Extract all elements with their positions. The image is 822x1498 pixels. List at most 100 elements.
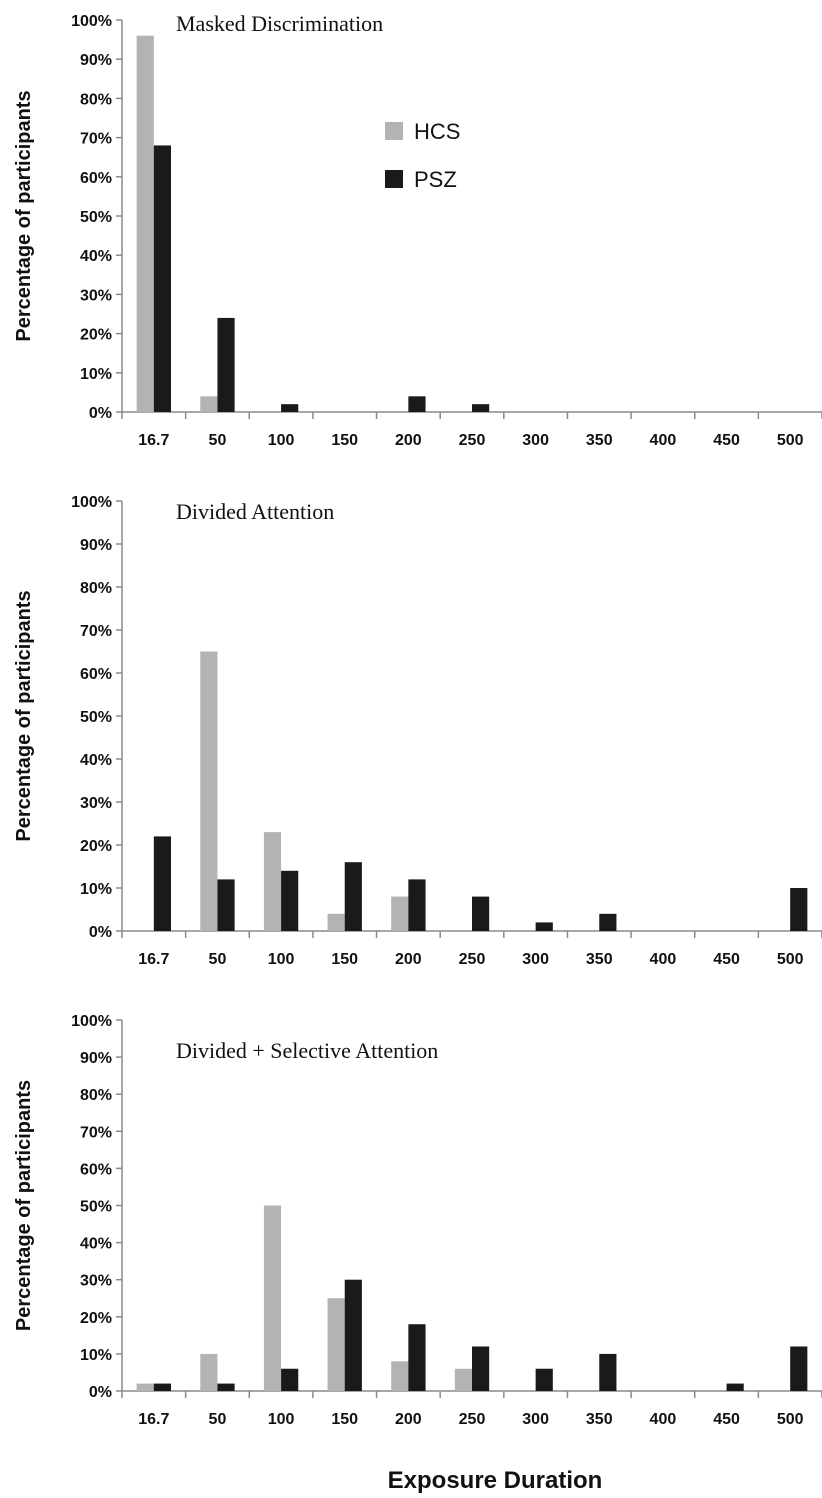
bar-hcs [136, 1383, 154, 1391]
y-tick-label: 30% [80, 287, 112, 304]
x-tick-label: 50 [209, 432, 227, 449]
x-tick-label: 200 [395, 1411, 422, 1428]
y-tick-label: 60% [80, 170, 112, 187]
panel-title: Divided + Selective Attention [176, 1038, 438, 1063]
bar-psz [281, 1368, 299, 1391]
y-tick-label: 100% [71, 13, 112, 30]
x-tick-label: 150 [331, 951, 358, 968]
panel-title: Masked Discrimination [176, 11, 383, 36]
bar-psz [472, 1346, 490, 1391]
bar-hcs [200, 396, 218, 412]
bar-psz [535, 1368, 553, 1391]
y-tick-label: 40% [80, 752, 112, 769]
bar-psz [281, 404, 299, 412]
x-tick-label: 100 [268, 951, 295, 968]
y-axis-title: Percentage of participants [13, 590, 35, 841]
bar-psz [790, 888, 808, 931]
bar-hcs [263, 832, 282, 931]
y-tick-label: 10% [80, 1347, 112, 1364]
y-tick-label: 30% [80, 1273, 112, 1290]
bar-psz [153, 836, 171, 931]
bar-hcs [327, 1298, 345, 1391]
y-tick-label: 10% [80, 881, 112, 898]
x-axis-title: Exposure Duration [388, 1467, 603, 1494]
x-tick-label: 250 [459, 432, 486, 449]
y-tick-label: 60% [80, 666, 112, 683]
x-tick-label: 100 [268, 1411, 295, 1428]
x-tick-label: 350 [586, 432, 613, 449]
x-tick-label: 100 [268, 432, 295, 449]
bar-psz [535, 922, 553, 931]
y-tick-label: 50% [80, 709, 112, 726]
x-tick-label: 250 [459, 951, 486, 968]
y-tick-label: 80% [80, 1087, 112, 1104]
chart-panel-1: 0% 10% 20% 30% 40% 50% 60% 70% 80% 90% 100% 16.7 50 1… [13, 11, 822, 449]
x-tick-label: 500 [777, 432, 804, 449]
bar-hcs [391, 1361, 409, 1391]
bar-psz [217, 879, 235, 931]
bar-psz [472, 896, 490, 931]
legend-label: PSZ [414, 167, 457, 192]
y-tick-label: 20% [80, 838, 112, 855]
x-tick-label: 400 [650, 951, 677, 968]
x-tick-label: 450 [713, 951, 740, 968]
y-tick-label: 20% [80, 1310, 112, 1327]
bar-hcs [200, 651, 218, 931]
y-tick-label: 0% [89, 1384, 112, 1401]
bar-psz [217, 317, 235, 412]
x-tick-label: 150 [331, 432, 358, 449]
x-tick-label: 300 [522, 951, 549, 968]
y-tick-label: 80% [80, 91, 112, 108]
bar-psz [408, 879, 426, 931]
x-tick-label: 400 [650, 432, 677, 449]
y-tick-label: 50% [80, 1199, 112, 1216]
x-tick-label: 16.7 [138, 951, 169, 968]
x-tick-label: 400 [650, 1411, 677, 1428]
bar-hcs [200, 1353, 218, 1391]
chart-panel-3: 0% 10% 20% 30% 40% 50% 60% 70% 80% 90% 100% 16.7 50 1… [13, 1013, 822, 1428]
y-tick-label: 90% [80, 537, 112, 554]
y-tick-label: 70% [80, 623, 112, 640]
x-tick-label: 50 [209, 1411, 227, 1428]
bar-psz [408, 396, 426, 412]
y-tick-label: 70% [80, 1124, 112, 1141]
bar-psz [344, 862, 362, 931]
bar-psz [599, 913, 617, 931]
x-tick-label: 450 [713, 1411, 740, 1428]
x-tick-label: 300 [522, 432, 549, 449]
x-tick-label: 500 [777, 951, 804, 968]
bar-hcs [454, 1368, 472, 1391]
x-tick-label: 350 [586, 951, 613, 968]
y-axis-title: Percentage of participants [13, 90, 35, 341]
y-tick-label: 30% [80, 795, 112, 812]
y-tick-label: 40% [80, 248, 112, 265]
y-tick-label: 80% [80, 580, 112, 597]
y-tick-label: 100% [71, 494, 112, 511]
bar-hcs [136, 35, 154, 413]
y-tick-label: 100% [71, 1013, 112, 1030]
bar-psz [153, 1383, 171, 1391]
x-tick-label: 16.7 [138, 1411, 169, 1428]
legend-swatch-hcs [385, 122, 403, 140]
x-tick-label: 250 [459, 1411, 486, 1428]
y-tick-label: 90% [80, 52, 112, 69]
bar-hcs [327, 913, 345, 931]
x-tick-label: 150 [331, 1411, 358, 1428]
y-tick-label: 10% [80, 366, 112, 383]
bar-hcs [263, 1205, 282, 1391]
x-tick-label: 50 [209, 951, 227, 968]
x-tick-label: 500 [777, 1411, 804, 1428]
y-tick-label: 0% [89, 924, 112, 941]
legend-label: HCS [414, 119, 460, 144]
x-tick-label: 16.7 [138, 432, 169, 449]
y-tick-label: 0% [89, 405, 112, 422]
bar-psz [344, 1279, 362, 1391]
bar-psz [472, 404, 490, 412]
panel-title: Divided Attention [176, 499, 334, 524]
y-tick-label: 50% [80, 209, 112, 226]
y-tick-label: 20% [80, 327, 112, 344]
bar-hcs [391, 896, 409, 931]
bar-psz [408, 1324, 426, 1391]
legend-swatch-psz [385, 170, 403, 188]
x-tick-label: 300 [522, 1411, 549, 1428]
